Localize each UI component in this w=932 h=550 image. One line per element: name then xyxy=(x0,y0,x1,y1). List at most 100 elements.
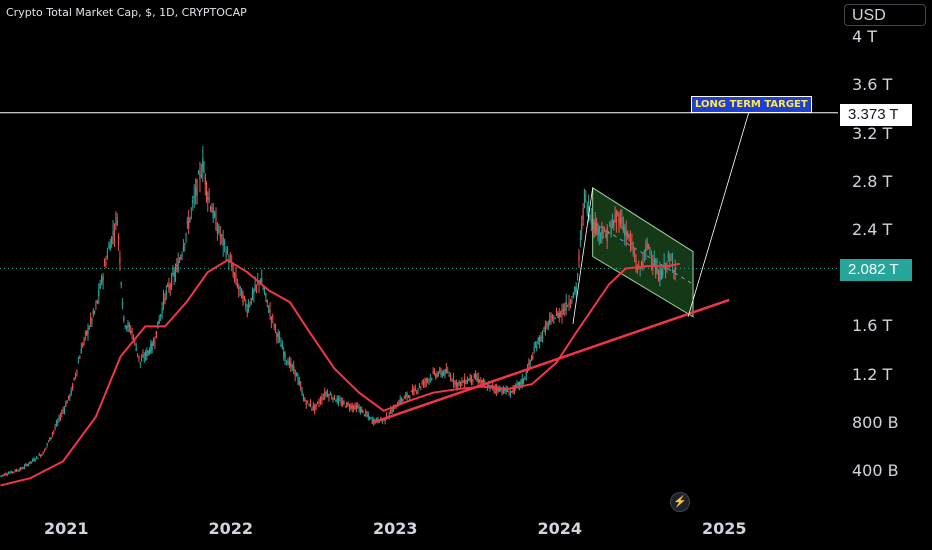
candle-body xyxy=(532,356,534,359)
candle-body xyxy=(466,379,468,382)
y-tick-label: 2.8 T xyxy=(852,171,893,191)
candle-body xyxy=(362,410,364,412)
candle-body xyxy=(37,457,39,459)
candle-body xyxy=(575,286,577,293)
candle-body xyxy=(609,224,611,226)
candle-body xyxy=(205,183,208,195)
candle-body xyxy=(268,310,270,313)
candle-body xyxy=(473,373,475,379)
candle-body xyxy=(607,233,610,235)
candle-body xyxy=(674,267,676,272)
candle-body xyxy=(272,316,274,318)
candle-body xyxy=(440,371,442,375)
candle-body xyxy=(173,272,175,278)
candle-body xyxy=(151,342,153,349)
candle-body xyxy=(83,338,85,341)
candle-body xyxy=(49,437,51,441)
candle-body xyxy=(285,361,288,363)
candle-body xyxy=(202,157,204,171)
candle-body xyxy=(157,321,159,329)
candle-body xyxy=(261,278,263,284)
candle-body xyxy=(363,414,365,416)
candle-body xyxy=(80,348,82,354)
candle-body xyxy=(417,389,419,391)
candle-body xyxy=(109,243,111,251)
candle-body xyxy=(560,313,562,315)
candle-body xyxy=(316,402,319,404)
candle-body xyxy=(640,261,643,266)
lightning-icon[interactable]: ⚡ xyxy=(670,492,690,512)
candle-body xyxy=(105,261,107,266)
candle-body xyxy=(318,402,320,404)
candle-body xyxy=(42,451,44,455)
candle-body xyxy=(461,380,463,382)
candle-body xyxy=(169,285,171,288)
currency-selector[interactable]: USD xyxy=(844,4,926,26)
candle-body xyxy=(615,219,617,222)
candle-body xyxy=(88,327,90,329)
candle-body xyxy=(5,473,7,475)
candle-body xyxy=(354,404,356,407)
candle-body xyxy=(121,302,124,305)
candle-body xyxy=(550,316,552,318)
candle-body xyxy=(627,231,629,238)
candle-body xyxy=(464,377,466,385)
candle-body xyxy=(361,409,363,413)
y-tick-label: 1.6 T xyxy=(852,316,893,336)
candle-body xyxy=(539,336,541,343)
candle-body xyxy=(433,370,436,374)
candle-body xyxy=(127,323,129,329)
candle-body xyxy=(564,309,566,311)
candle-body xyxy=(528,362,530,365)
candle-body xyxy=(421,383,423,385)
candle-body xyxy=(599,232,602,234)
candle-body xyxy=(57,421,59,423)
candle-body xyxy=(26,464,28,466)
candle-body xyxy=(488,384,490,386)
candle-body xyxy=(63,408,66,410)
candle-body xyxy=(30,461,32,463)
candle-body xyxy=(477,377,479,383)
candle-body xyxy=(130,330,132,333)
candle-body xyxy=(525,372,527,376)
candle-body xyxy=(450,376,452,380)
candle-body xyxy=(605,234,607,238)
candle-body xyxy=(311,407,313,409)
candle-body xyxy=(154,341,156,343)
candle-body xyxy=(562,309,564,312)
candle-body xyxy=(406,393,408,397)
candle-body xyxy=(208,198,210,200)
candle-body xyxy=(583,189,586,202)
candle-body xyxy=(632,251,634,255)
candle-body xyxy=(507,389,509,392)
candle-body xyxy=(90,318,92,322)
candle-body xyxy=(13,471,15,473)
candle-body xyxy=(221,234,223,237)
y-tick-label: 3.2 T xyxy=(852,123,893,143)
candle-body xyxy=(428,379,430,382)
candle-body xyxy=(603,228,606,230)
candle-body xyxy=(369,417,371,420)
candle-body xyxy=(501,391,503,393)
candle-body xyxy=(594,223,596,234)
candle-body xyxy=(652,263,654,266)
candle-body xyxy=(587,206,590,218)
candle-body xyxy=(470,375,473,382)
candle-body xyxy=(281,344,283,349)
candle-body xyxy=(184,243,186,246)
candle-body xyxy=(490,385,492,387)
candle-body xyxy=(577,274,579,276)
candle-body xyxy=(147,350,149,354)
candle-body xyxy=(602,236,604,238)
candle-body xyxy=(424,382,426,384)
candle-body xyxy=(188,220,190,229)
candle-body xyxy=(280,344,282,347)
candle-body xyxy=(336,397,338,402)
candle-body xyxy=(300,385,302,387)
candle-body xyxy=(27,463,30,465)
candle-body xyxy=(161,307,163,314)
candle-body xyxy=(47,440,50,442)
candle-body xyxy=(667,254,669,259)
candle-body xyxy=(51,433,54,435)
